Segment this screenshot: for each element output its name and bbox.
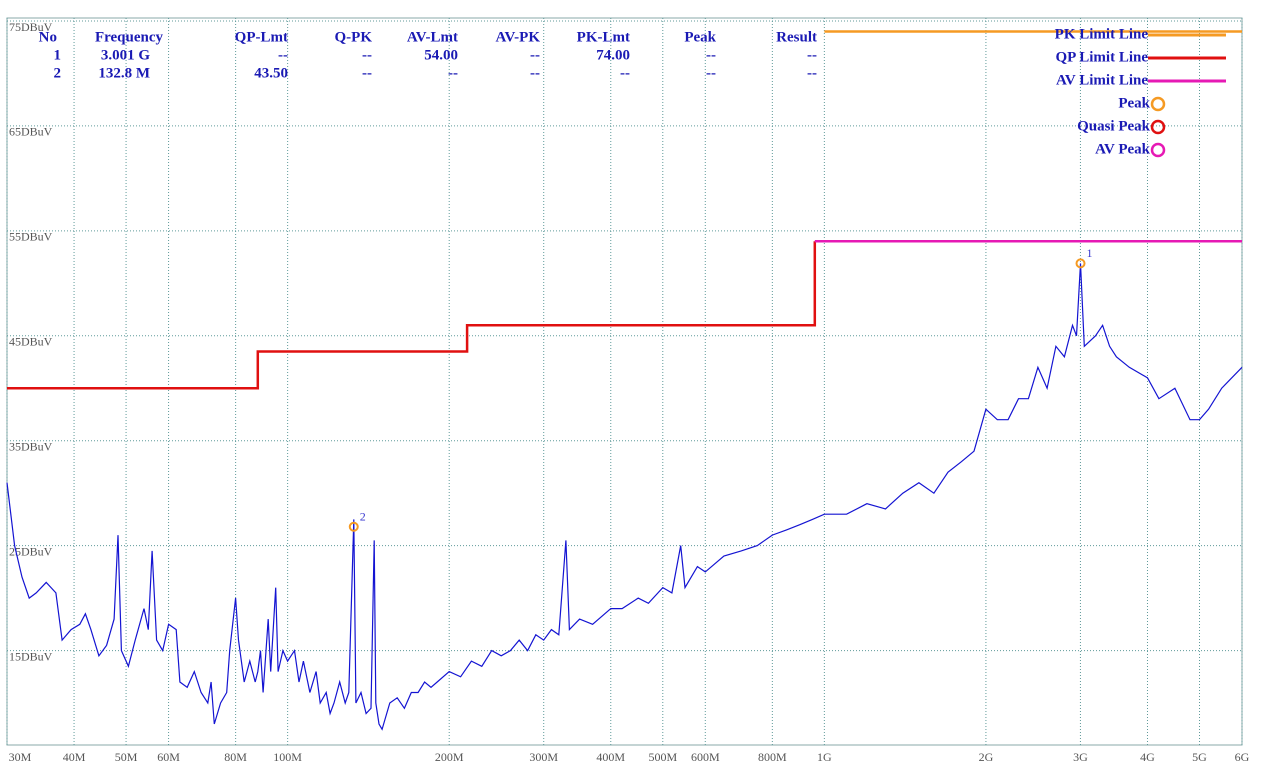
y-tick-label: 75DBuV xyxy=(9,20,53,34)
x-tick-label: 400M xyxy=(596,750,625,764)
legend-swatch xyxy=(1150,96,1166,112)
table-cell: 3.001 G xyxy=(101,47,151,63)
x-tick-label: 30M xyxy=(9,750,32,764)
marker-label: 2 xyxy=(360,510,366,524)
table-header: Result xyxy=(776,29,817,45)
legend-label: AV Limit Line xyxy=(1056,72,1148,88)
legend-label: AV Peak xyxy=(1095,141,1151,157)
x-tick-label: 40M xyxy=(63,750,86,764)
table-cell: -- xyxy=(807,47,817,63)
x-tick-label: 60M xyxy=(157,750,180,764)
x-tick-label: 2G xyxy=(979,750,994,764)
table-cell: -- xyxy=(362,47,372,63)
y-tick-label: 25DBuV xyxy=(9,544,53,558)
peak-marker xyxy=(348,521,359,532)
table-cell: -- xyxy=(362,65,372,81)
plot-frame xyxy=(6,17,1243,746)
table-header: Peak xyxy=(684,29,716,45)
x-tick-label: 200M xyxy=(435,750,464,764)
x-tick-label: 500M xyxy=(648,750,677,764)
table-cell: -- xyxy=(807,65,817,81)
x-tick-label: 1G xyxy=(817,750,832,764)
x-tick-label: 50M xyxy=(115,750,138,764)
legend-label: QP Limit Line xyxy=(1055,49,1148,65)
table-cell: 2 xyxy=(54,65,62,81)
table-cell: -- xyxy=(706,47,716,63)
table-header: Frequency xyxy=(95,29,164,45)
y-tick-label: 15DBuV xyxy=(9,649,53,663)
legend-swatch xyxy=(1150,119,1166,135)
table-header: AV-PK xyxy=(496,29,541,45)
x-tick-label: 80M xyxy=(224,750,247,764)
table-header: No xyxy=(39,29,57,45)
table-cell: -- xyxy=(448,65,458,81)
x-tick-label: 5G xyxy=(1192,750,1207,764)
legend-label: Quasi Peak xyxy=(1077,118,1151,134)
table-cell: 74.00 xyxy=(596,47,630,63)
table-header: PK-Lmt xyxy=(577,29,630,45)
y-tick-label: 35DBuV xyxy=(9,439,53,453)
legend-label: Peak xyxy=(1118,95,1150,111)
x-tick-label: 3G xyxy=(1073,750,1088,764)
legend-swatch xyxy=(1150,142,1166,158)
x-tick-label: 6G xyxy=(1235,750,1250,764)
x-tick-label: 800M xyxy=(758,750,787,764)
y-tick-label: 45DBuV xyxy=(9,335,53,349)
y-tick-label: 55DBuV xyxy=(9,230,53,244)
x-tick-label: 4G xyxy=(1140,750,1155,764)
marker-label: 1 xyxy=(1087,246,1093,260)
table-cell: 1 xyxy=(54,47,62,63)
table-cell: -- xyxy=(530,65,540,81)
table-header: AV-Lmt xyxy=(407,29,458,45)
table-cell: -- xyxy=(706,65,716,81)
table-cell: 54.00 xyxy=(424,47,458,63)
legend-label: PK Limit Line xyxy=(1055,26,1149,42)
x-tick-label: 100M xyxy=(273,750,302,764)
table-cell: -- xyxy=(530,47,540,63)
peak-marker xyxy=(1075,258,1086,269)
y-tick-label: 65DBuV xyxy=(9,125,53,139)
table-header: QP-Lmt xyxy=(235,29,288,45)
table-header: Q-PK xyxy=(335,29,373,45)
trace xyxy=(6,263,1243,731)
table-cell: 132.8 M xyxy=(98,65,150,81)
x-tick-label: 300M xyxy=(529,750,558,764)
x-tick-label: 600M xyxy=(691,750,720,764)
limit-line xyxy=(7,241,817,390)
table-cell: -- xyxy=(620,65,630,81)
table-cell: -- xyxy=(278,47,288,63)
table-cell: 43.50 xyxy=(254,65,288,81)
